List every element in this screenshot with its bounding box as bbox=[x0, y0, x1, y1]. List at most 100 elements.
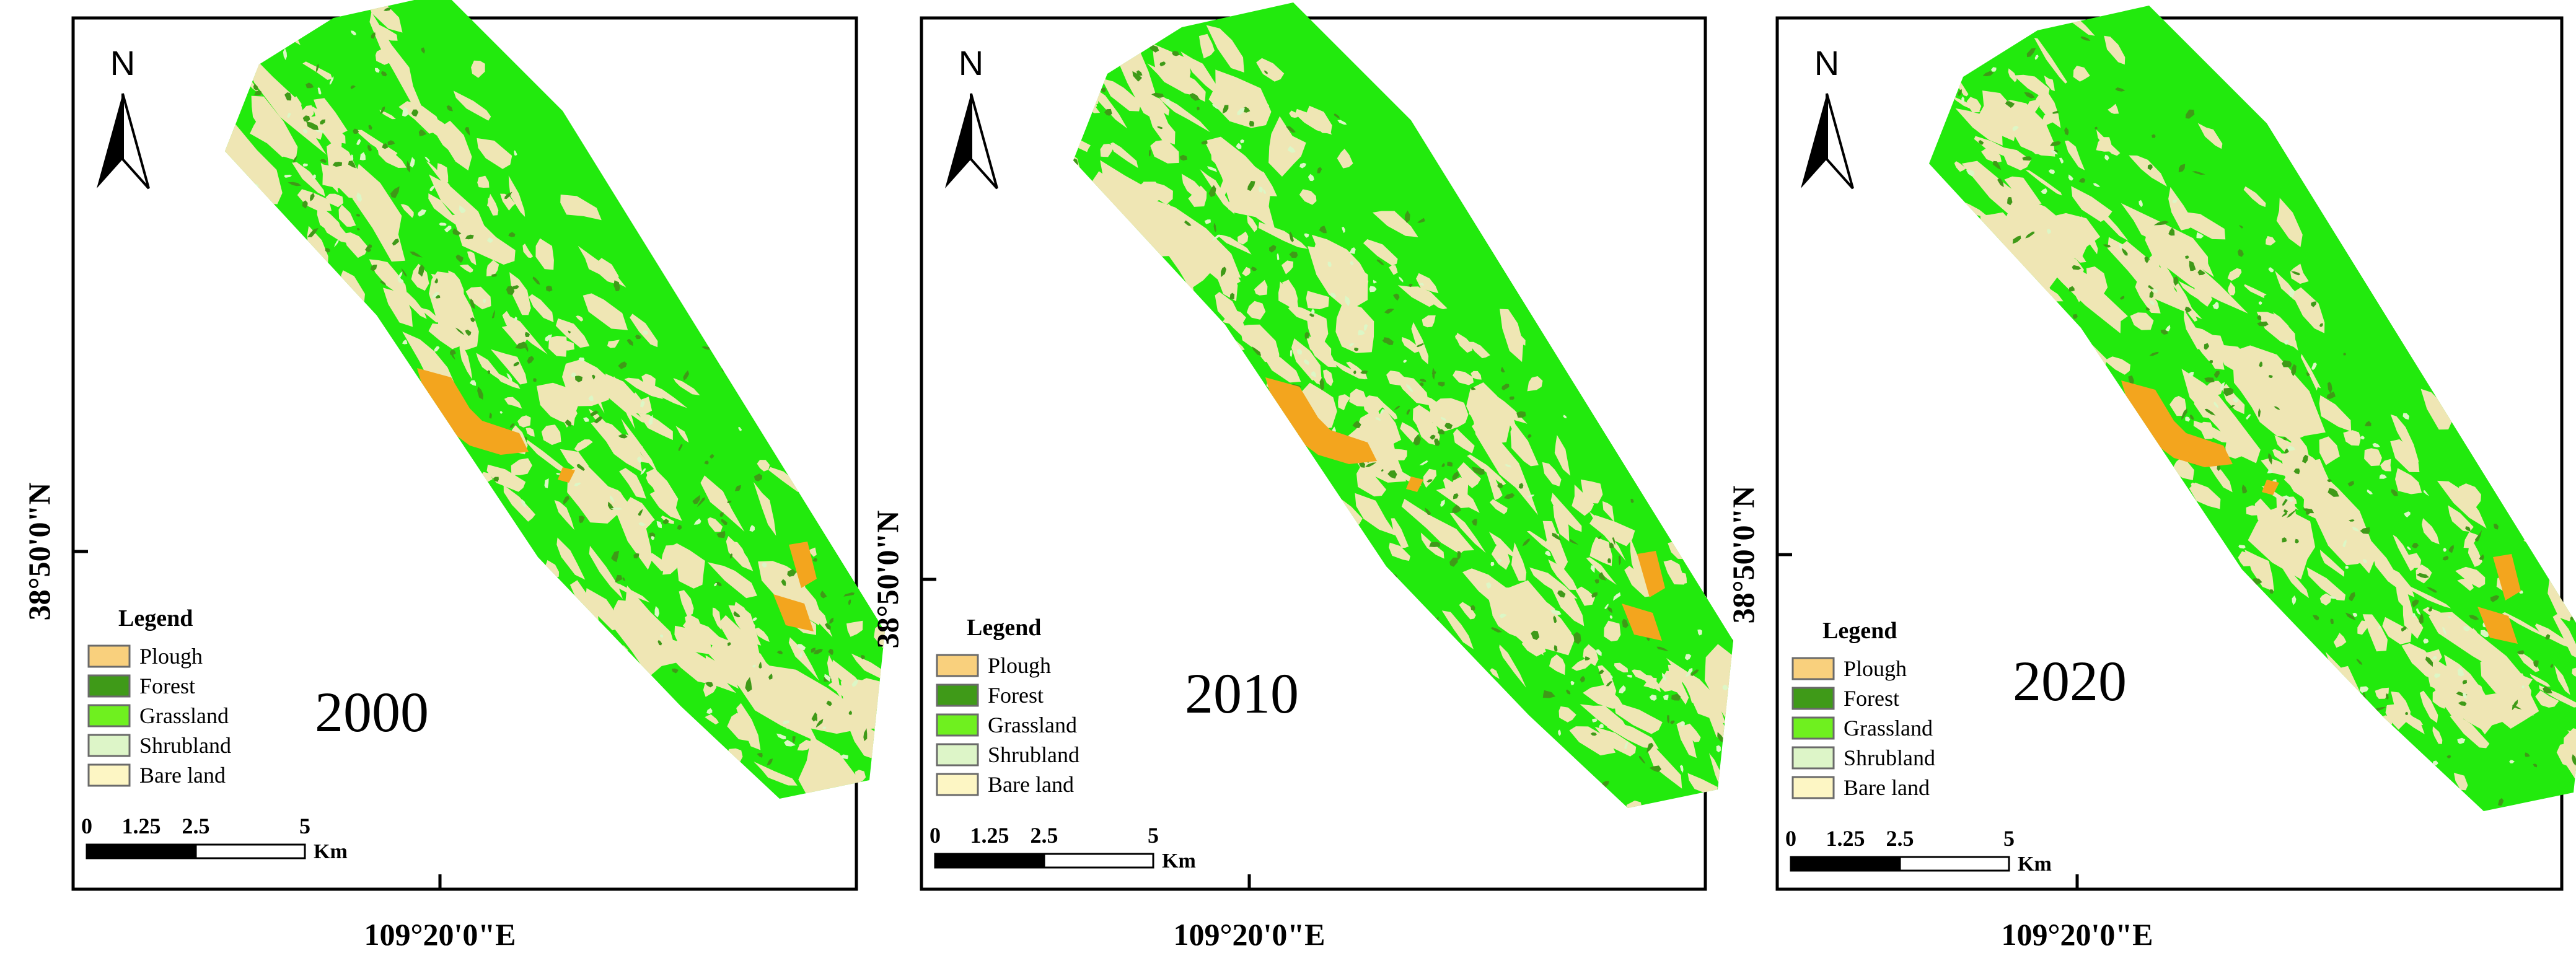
forest-patch bbox=[380, 106, 385, 115]
bare-land-patch bbox=[667, 543, 705, 589]
shrubland-patch bbox=[1207, 166, 1218, 172]
shrubland-patch bbox=[356, 192, 363, 202]
shrubland-patch bbox=[1308, 174, 1314, 182]
legend-label-shrubland: Shrubland bbox=[988, 742, 1079, 767]
bare-land-patch bbox=[2232, 345, 2326, 442]
legend-label-shrubland: Shrubland bbox=[139, 733, 231, 758]
bare-land-patch bbox=[527, 439, 571, 478]
forest-patch bbox=[2268, 452, 2272, 465]
forest-patch bbox=[2068, 286, 2075, 292]
bare-land-patch bbox=[2333, 633, 2347, 648]
latitude-label: 38°50'0"N bbox=[870, 511, 905, 649]
bare-land-patch bbox=[1204, 136, 1276, 231]
bare-land-patch bbox=[1295, 108, 1332, 135]
bare-land-patch bbox=[2432, 726, 2443, 744]
forest-patch bbox=[2327, 479, 2332, 483]
plough-area bbox=[2262, 480, 2279, 495]
forest-patch bbox=[2462, 680, 2467, 685]
bare-land-patch bbox=[511, 458, 532, 475]
forest-patch bbox=[1434, 438, 1441, 446]
forest-patch bbox=[515, 341, 527, 349]
bare-land-patch bbox=[2563, 728, 2576, 783]
shrubland-patch bbox=[1212, 103, 1220, 110]
shrubland-patch bbox=[1486, 582, 1492, 589]
scale-unit: Km bbox=[314, 840, 348, 863]
forest-patch bbox=[657, 639, 662, 646]
forest-patch bbox=[2343, 353, 2346, 356]
bare-land-patch bbox=[1363, 239, 1398, 266]
forest-patch bbox=[1409, 283, 1413, 288]
shrubland-patch bbox=[640, 400, 645, 408]
forest-patch bbox=[2490, 595, 2500, 602]
shrubland-patch bbox=[799, 651, 802, 658]
longitude-label: 109°20'0"E bbox=[2002, 917, 2153, 952]
forest-patch bbox=[465, 234, 474, 240]
forest-patch bbox=[1607, 607, 1612, 613]
bare-land-patch bbox=[1281, 260, 1294, 275]
shrubland-patch bbox=[2214, 301, 2219, 307]
forest-patch bbox=[2303, 508, 2314, 514]
bare-land-patch bbox=[888, 707, 925, 747]
scale-bar-dark bbox=[86, 843, 197, 859]
shrubland-patch bbox=[749, 525, 755, 532]
shrubland-patch bbox=[738, 427, 742, 431]
shrubland-patch bbox=[429, 185, 436, 191]
bare-land-patch bbox=[1491, 540, 1510, 570]
bare-land-patch bbox=[341, 270, 365, 304]
bare-land-patch bbox=[1389, 265, 1398, 275]
forest-patch bbox=[353, 128, 359, 134]
forest-patch bbox=[532, 276, 540, 285]
forest-patch bbox=[2286, 509, 2298, 518]
forest-patch bbox=[511, 285, 519, 290]
forest-patch bbox=[1516, 411, 1526, 418]
forest-patch bbox=[1184, 220, 1192, 226]
forest-patch bbox=[1997, 178, 2004, 188]
forest-patch bbox=[563, 495, 569, 505]
shrubland-patch bbox=[334, 239, 339, 248]
shrubland-patch bbox=[2034, 55, 2039, 60]
forest-patch bbox=[1201, 140, 1208, 145]
bare-land-patch bbox=[2181, 369, 2261, 464]
forest-patch bbox=[683, 370, 690, 381]
bare-land-patch bbox=[467, 251, 477, 266]
bare-land-patch bbox=[508, 175, 525, 217]
shrubland-patch bbox=[514, 150, 517, 156]
shrubland-patch bbox=[1277, 253, 1280, 260]
forest-patch bbox=[787, 569, 797, 577]
bare-land-patch bbox=[1337, 149, 1353, 169]
shrubland-patch bbox=[1204, 219, 1211, 224]
shrubland-patch bbox=[1627, 674, 1632, 678]
bare-land-patch bbox=[1242, 266, 1251, 276]
bare-land-patch bbox=[1246, 301, 1266, 320]
forest-patch bbox=[2525, 752, 2530, 757]
shrubland-patch bbox=[544, 478, 549, 488]
bare-land-patch bbox=[700, 475, 745, 532]
legend-swatch-forest bbox=[87, 674, 131, 698]
bare-land-patch bbox=[846, 620, 863, 637]
forest-patch bbox=[1671, 693, 1681, 701]
bare-land-patch bbox=[302, 105, 314, 120]
bare-land-patch bbox=[2362, 614, 2388, 652]
shrubland-patch bbox=[2047, 229, 2051, 234]
shrubland-patch bbox=[1406, 384, 1413, 392]
forest-patch bbox=[1763, 817, 1771, 825]
bare-land-patch bbox=[1412, 405, 1434, 437]
forest-patch bbox=[493, 477, 499, 482]
forest-patch bbox=[1438, 382, 1445, 387]
forest-patch bbox=[527, 356, 535, 364]
forest-patch bbox=[401, 268, 407, 277]
forest-patch bbox=[504, 191, 512, 199]
shrubland-patch bbox=[432, 291, 439, 298]
forest-patch bbox=[863, 728, 868, 742]
bare-land-patch bbox=[1416, 273, 1439, 294]
bare-land-patch bbox=[1738, 839, 1757, 877]
forest-patch bbox=[2025, 231, 2035, 239]
bare-land-patch bbox=[1604, 620, 1621, 642]
bare-land-patch bbox=[1684, 723, 1701, 742]
scale-unit: Km bbox=[1162, 850, 1196, 872]
bare-land-patch bbox=[2382, 617, 2412, 644]
bare-land-patch bbox=[1656, 670, 1682, 693]
bare-land-patch bbox=[2291, 287, 2325, 333]
bare-land-patch bbox=[382, 288, 413, 327]
bare-land-patch bbox=[2535, 690, 2559, 708]
